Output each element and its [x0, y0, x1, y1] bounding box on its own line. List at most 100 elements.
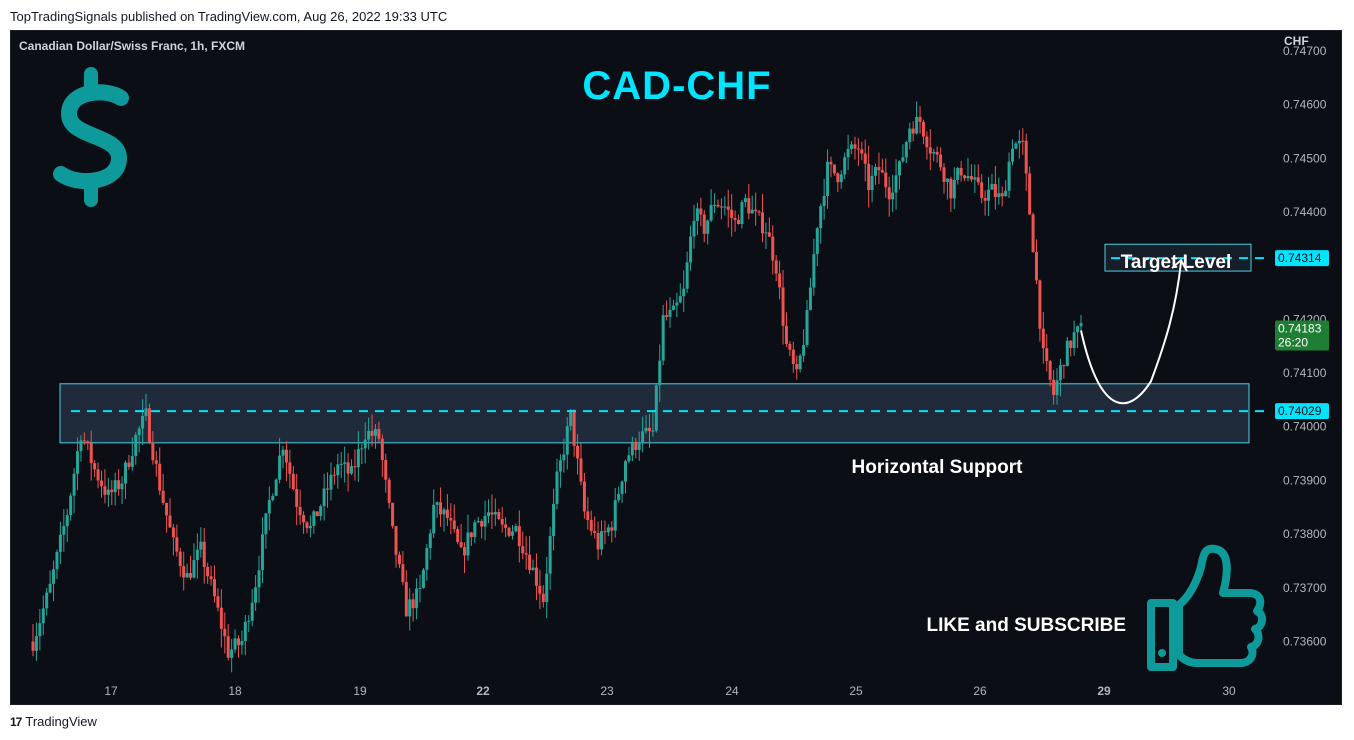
candle-up[interactable] — [997, 193, 1001, 198]
candle-up[interactable] — [421, 569, 425, 588]
candle-up[interactable] — [956, 167, 960, 180]
candle-up[interactable] — [247, 620, 251, 622]
candle-down[interactable] — [1024, 140, 1028, 174]
candle-up[interactable] — [600, 531, 604, 550]
candle-down[interactable] — [1069, 340, 1073, 348]
candle-down[interactable] — [469, 532, 473, 538]
candle-down[interactable] — [178, 551, 182, 567]
candle-down[interactable] — [665, 315, 669, 317]
candle-up[interactable] — [134, 434, 138, 457]
candle-up[interactable] — [565, 426, 569, 455]
candle-down[interactable] — [86, 441, 90, 444]
candle-down[interactable] — [726, 206, 730, 210]
candle-down[interactable] — [401, 564, 405, 583]
candle-down[interactable] — [524, 553, 528, 555]
candle-down[interactable] — [449, 517, 453, 521]
candle-down[interactable] — [880, 170, 884, 173]
candle-up[interactable] — [1065, 340, 1069, 367]
candle-up[interactable] — [548, 536, 552, 574]
candle-up[interactable] — [945, 178, 949, 182]
candle-up[interactable] — [689, 236, 693, 263]
candle-down[interactable] — [1041, 328, 1045, 349]
candle-down[interactable] — [572, 409, 576, 446]
candle-down[interactable] — [517, 526, 521, 547]
candle-down[interactable] — [189, 572, 193, 578]
candle-down[interactable] — [151, 442, 155, 461]
candle-down[interactable] — [760, 212, 764, 234]
candle-down[interactable] — [154, 460, 158, 464]
candle-up[interactable] — [894, 175, 898, 193]
candle-down[interactable] — [82, 440, 86, 442]
candle-down[interactable] — [754, 209, 758, 212]
candle-up[interactable] — [473, 522, 477, 538]
candle-down[interactable] — [939, 154, 943, 168]
candle-up[interactable] — [254, 587, 258, 603]
candle-down[interactable] — [504, 524, 508, 528]
candle-down[interactable] — [332, 474, 336, 476]
candle-up[interactable] — [555, 471, 559, 504]
candle-down[interactable] — [976, 177, 980, 183]
candle-down[interactable] — [935, 151, 939, 155]
candle-up[interactable] — [531, 567, 535, 571]
candle-up[interactable] — [79, 440, 83, 452]
candle-down[interactable] — [969, 176, 973, 180]
candle-up[interactable] — [990, 183, 994, 190]
candle-down[interactable] — [1052, 379, 1056, 396]
candle-up[interactable] — [195, 549, 199, 561]
candle-up[interactable] — [199, 541, 203, 550]
candle-down[interactable] — [175, 537, 179, 552]
candle-down[interactable] — [394, 526, 398, 555]
tradingview-logo[interactable]: 17 — [10, 714, 22, 729]
candle-up[interactable] — [113, 480, 117, 493]
candle-up[interactable] — [668, 309, 672, 317]
candle-down[interactable] — [353, 466, 357, 468]
candle-down[interactable] — [867, 163, 871, 191]
candle-up[interactable] — [356, 449, 360, 468]
candle-up[interactable] — [466, 532, 470, 556]
candle-up[interactable] — [72, 473, 76, 496]
candle-down[interactable] — [439, 502, 443, 515]
candle-down[interactable] — [219, 607, 223, 629]
candle-up[interactable] — [442, 509, 446, 515]
candle-down[interactable] — [452, 520, 456, 530]
candle-up[interactable] — [1017, 140, 1021, 144]
candle-down[interactable] — [1021, 140, 1025, 142]
candle-down[interactable] — [781, 287, 785, 326]
candle-down[interactable] — [832, 164, 836, 174]
candle-down[interactable] — [771, 236, 775, 261]
candle-up[interactable] — [843, 157, 847, 175]
candle-up[interactable] — [819, 206, 823, 229]
candle-up[interactable] — [319, 506, 323, 517]
candle-down[interactable] — [1045, 348, 1049, 362]
candle-down[interactable] — [884, 172, 888, 188]
candle-up[interactable] — [846, 148, 850, 158]
candle-up[interactable] — [360, 448, 364, 450]
candle-up[interactable] — [552, 503, 556, 537]
candle-down[interactable] — [596, 532, 600, 550]
candle-down[interactable] — [168, 515, 172, 528]
candle-up[interactable] — [822, 195, 826, 207]
candle-up[interactable] — [1072, 332, 1076, 348]
candle-down[interactable] — [795, 363, 799, 370]
candle-up[interactable] — [713, 204, 717, 206]
candle-up[interactable] — [569, 409, 573, 427]
candle-down[interactable] — [326, 488, 330, 490]
candle-up[interactable] — [476, 521, 480, 523]
candle-down[interactable] — [291, 473, 295, 490]
candle-down[interactable] — [463, 547, 467, 556]
candle-down[interactable] — [161, 490, 165, 503]
candle-down[interactable] — [182, 566, 186, 578]
candle-down[interactable] — [774, 260, 778, 274]
candle-up[interactable] — [137, 428, 141, 435]
candle-up[interactable] — [661, 315, 665, 361]
candle-down[interactable] — [209, 576, 213, 580]
candle-down[interactable] — [226, 636, 230, 658]
candle-down[interactable] — [202, 541, 206, 567]
candle-up[interactable] — [644, 427, 648, 432]
candle-down[interactable] — [370, 430, 374, 436]
candle-up[interactable] — [630, 441, 634, 456]
candle-up[interactable] — [1007, 161, 1011, 191]
candle-down[interactable] — [1000, 193, 1004, 197]
candle-down[interactable] — [96, 469, 100, 481]
candle-down[interactable] — [1048, 361, 1052, 380]
